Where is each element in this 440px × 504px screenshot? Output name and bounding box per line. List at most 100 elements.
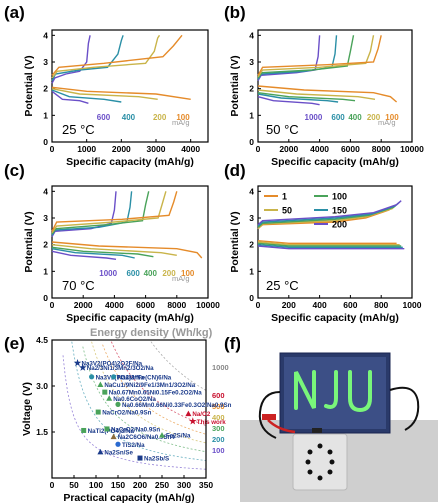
contour-label: 100 [212, 446, 225, 455]
x-axis-label: Specific capacity (mAh/g) [271, 156, 399, 168]
scatter-point [89, 374, 95, 380]
x-axis-label: Specific capacity (mAh/g) [66, 156, 194, 168]
y-tick-label: 0 [43, 293, 48, 303]
scatter-point-label: Na3V2(PO4)3/Na [96, 374, 145, 381]
y-tick-label: 2 [249, 240, 254, 250]
scatter-point-label: Na2Sn/Se [104, 449, 133, 456]
x-tick-label: 0 [256, 144, 261, 154]
scatter-point-label: Na0.6CoO2/Na [113, 396, 156, 403]
curve-discharge-600 [51, 90, 89, 104]
y-tick-label: 0 [43, 137, 48, 147]
y-tick-label: 2 [43, 84, 48, 94]
energy-contour [62, 355, 207, 470]
y-tick-label: 1 [43, 110, 48, 120]
battery-dots [305, 443, 335, 481]
curve-charge-200 [257, 35, 375, 78]
x-tick-label: 8000 [167, 300, 186, 310]
panel-d: (d) 0 200 400 600 800 1000 0 1 2 3 4 Specific capaci… [224, 161, 422, 324]
temperature-label: 25 °C [62, 122, 95, 137]
scatter-point-label: NaTi2(PO4)3/Na [88, 428, 135, 435]
y-tick-label: 3.0 [36, 381, 48, 391]
x-axis-label: Specific capacity (mAh/g) [66, 312, 194, 324]
curve-charge-600 [51, 35, 91, 84]
rate-label: 100 [385, 113, 399, 122]
scatter-point-label: TiS2/Na [122, 442, 145, 449]
curve-discharge-1000 [51, 250, 117, 260]
scatter-point-label: Na3V2(PO4)2O2F/Na [82, 361, 143, 368]
scatter-point-label: NaCu1/9Ni2/9Fe1/3Mn1/3O2/Na [104, 382, 195, 389]
wire-right [389, 386, 420, 431]
curve-charge-100 [51, 34, 183, 76]
wire-red [267, 419, 296, 434]
scatter-point-label: Na2/3Ni1/3Mn2/3O2/Na [87, 365, 154, 372]
scatter-point [95, 409, 101, 415]
x-tick-label: 2000 [279, 144, 298, 154]
x-axis-label: Specific capacity (mAh/g) [271, 312, 399, 324]
curve-discharge-400 [51, 246, 154, 258]
y-tick-label: 1 [43, 266, 48, 276]
energy-contour [71, 341, 207, 461]
scatter-point [185, 410, 192, 417]
panel-label-b: (b) [224, 3, 246, 22]
energy-contour [82, 346, 207, 453]
x-tick-label: 4000 [105, 300, 124, 310]
rate-label: 200 [367, 113, 381, 122]
x-tick-label: 200 [133, 480, 147, 490]
legend-label: 1 [282, 192, 287, 202]
panel-c: (c) 0 2000 4000 6000 8000 10000 0 1 2 3 4 Specific c… [4, 161, 220, 324]
rate-label: 400 [348, 113, 362, 122]
x-tick-label: 8000 [372, 144, 391, 154]
temperature-label: 25 °C [266, 278, 299, 293]
y-tick-label: 3 [249, 213, 254, 223]
scatter-point [159, 432, 165, 438]
chart-title: Energy density (Wh/kg) [90, 327, 213, 339]
x-tick-label: 1000 [77, 144, 96, 154]
curve-discharge-150 [257, 244, 403, 248]
unit-label: mA/g [378, 118, 396, 127]
curve-discharge-200 [257, 89, 376, 100]
energy-contour [91, 341, 207, 444]
y-tick-label: 4 [249, 186, 254, 196]
x-tick-label: 150 [111, 480, 125, 490]
scatter-point-label: Na2MnFe(CN)6/Na [118, 374, 172, 381]
nju-led-logo [294, 370, 372, 413]
y-tick-label: 2 [249, 84, 254, 94]
contour-label: 200 [212, 435, 225, 444]
curve-discharge-200 [257, 245, 405, 250]
y-tick-label: 1.5 [36, 427, 48, 437]
scatter-point [104, 426, 110, 432]
rate-label: 600 [126, 269, 140, 278]
y-tick-label: 1 [249, 266, 254, 276]
panel-f: (f) [224, 326, 438, 502]
x-tick-label: 350 [199, 480, 213, 490]
panel-label-a: (a) [4, 3, 25, 22]
energy-contour [102, 344, 207, 435]
rate-label: 600 [331, 113, 345, 122]
energy-contour [111, 341, 207, 426]
scatter-point-label: Na/O2 [192, 411, 210, 418]
curve-discharge-400 [257, 92, 356, 102]
legend-label: 50 [282, 206, 292, 216]
x-tick-label: 4000 [181, 144, 200, 154]
curve-discharge-600 [51, 248, 135, 259]
rate-label: 200 [162, 269, 176, 278]
rate-label: 1000 [305, 113, 323, 122]
scatter-point [79, 363, 87, 371]
temperature-label: 50 °C [266, 122, 299, 137]
rate-label: 1000 [99, 269, 117, 278]
curve-discharge-100 [51, 241, 203, 259]
x-tick-label: 2000 [112, 144, 131, 154]
unit-label: mA/g [172, 118, 190, 127]
temperature-label: 70 °C [62, 278, 95, 293]
x-tick-label: 600 [343, 300, 357, 310]
y-axis-label: Potential (V) [229, 55, 241, 116]
energy-contour [150, 341, 207, 391]
wire-black [258, 391, 281, 439]
contour-label: 300 [212, 424, 225, 433]
curve-charge-200 [257, 200, 402, 226]
y-tick-label: 4 [43, 186, 48, 196]
battery-pouch [292, 433, 348, 491]
x-tick-label: 0 [50, 144, 55, 154]
curve-discharge-200 [51, 88, 158, 100]
curve-discharge-1 [257, 240, 397, 244]
